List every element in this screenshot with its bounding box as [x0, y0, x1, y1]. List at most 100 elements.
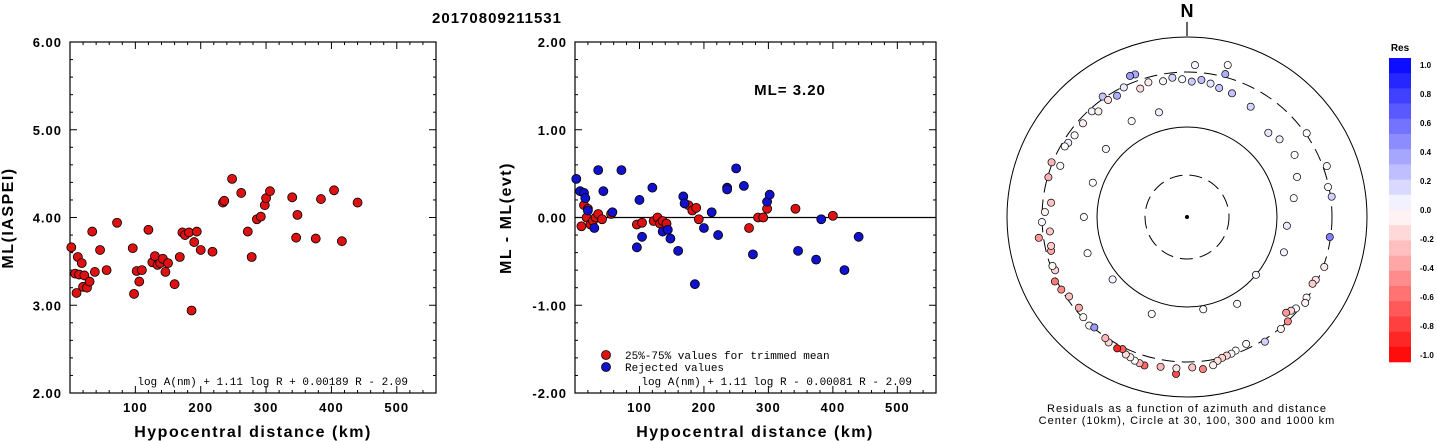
- data-point: [329, 185, 339, 196]
- trimmed-point: [790, 203, 801, 214]
- formula-annotation: log A(nm) + 1.11 log R - 0.00081 R - 2.0…: [641, 377, 912, 389]
- data-point: [255, 211, 266, 222]
- x-tick-label: 500: [885, 400, 910, 415]
- rejected-point: [699, 223, 709, 233]
- x-tick-label: 100: [627, 400, 652, 415]
- colorbar-band: [1389, 286, 1411, 302]
- station-point: [1322, 162, 1331, 171]
- colorbar: Res 1.0 0.8 0.6 0.4 0.2 0.0 -0.2 -0.4 -0.6 -0.8 -1…: [1389, 43, 1434, 363]
- station-point: [1228, 89, 1236, 98]
- trimmed-point: [744, 223, 754, 233]
- colorbar-title: Res: [1391, 43, 1410, 54]
- outer-circle: [1006, 36, 1368, 398]
- station-point: [1242, 339, 1251, 348]
- colorbar-ticks: 1.0 0.8 0.6 0.4 0.2 0.0 -0.2 -0.4 -0.6 -0.8 -1.0: [1420, 61, 1434, 360]
- station-point: [1260, 337, 1269, 346]
- axis-ticks: 100 200 300 400 500 2.00 3.00 4.00 5.00 6.00: [33, 35, 437, 415]
- station-point: [1070, 131, 1079, 140]
- data-point: [160, 267, 171, 277]
- rejected-point: [731, 163, 742, 174]
- data-point: [352, 197, 363, 208]
- station-point: [1188, 363, 1197, 372]
- station-point: [1302, 129, 1311, 138]
- data-points: [66, 173, 363, 316]
- colorbar-tick-label: -0.8: [1420, 322, 1434, 331]
- data-point: [227, 173, 237, 184]
- trimmed-point: [693, 214, 704, 225]
- colorbar-band: [1389, 179, 1411, 196]
- station-point: [1065, 292, 1074, 301]
- colorbar-band: [1389, 118, 1411, 135]
- data-point: [66, 242, 77, 253]
- y-tick-label: -2.00: [532, 386, 567, 401]
- station-point: [1079, 313, 1088, 322]
- y-tick-label: 1.00: [538, 123, 567, 138]
- y-axis-label: ML - ML(evt): [498, 162, 515, 274]
- data-point: [316, 194, 326, 204]
- station-point: [1047, 158, 1056, 167]
- x-tick-label: 200: [692, 400, 717, 415]
- station-point: [1251, 270, 1260, 279]
- trimmed-point: [637, 217, 647, 228]
- data-point: [207, 246, 218, 257]
- station-point: [1044, 173, 1053, 182]
- legend-label-trimmed: 25%-75% values for trimmed mean: [625, 351, 830, 363]
- data-point: [89, 267, 100, 277]
- data-point: [136, 265, 147, 276]
- data-point: [129, 288, 139, 299]
- y-tick-label: -1.00: [532, 298, 567, 313]
- rejected-point: [631, 242, 642, 253]
- data-point: [76, 258, 87, 269]
- data-point: [84, 276, 95, 287]
- azimuth-residual-panel: N Residuals as a function of azimuth and…: [1006, 1, 1434, 427]
- data-point: [134, 276, 145, 287]
- station-point: [1088, 178, 1097, 187]
- rejected-point: [853, 231, 864, 242]
- axis-ticks: 100 200 300 400 500 -2.00 -1.00 0.00 1.00 2.00: [532, 35, 937, 415]
- circle-300km: [1041, 71, 1333, 363]
- data-point: [287, 192, 298, 203]
- station-point: [1327, 192, 1336, 201]
- rejected-point: [816, 214, 827, 225]
- station-point: [1087, 107, 1096, 116]
- station-point: [1126, 72, 1134, 80]
- station-point: [1037, 218, 1046, 227]
- rejected-point: [673, 245, 684, 256]
- station-point: [1045, 227, 1054, 236]
- station-point: [1276, 324, 1285, 333]
- station-point: [1047, 241, 1056, 250]
- colorbar-band: [1389, 164, 1411, 180]
- colorbar-band: [1389, 255, 1411, 272]
- rejected-point: [580, 193, 591, 204]
- station-point: [1215, 84, 1224, 92]
- data-point: [127, 243, 138, 254]
- station-point: [1197, 75, 1206, 84]
- station-point: [1221, 70, 1230, 79]
- rejected-point: [811, 254, 821, 265]
- data-point: [310, 233, 321, 244]
- rejected-point: [839, 265, 850, 276]
- data-point: [169, 279, 180, 290]
- station-point: [1074, 303, 1083, 312]
- rejected-point: [665, 233, 676, 244]
- y-tick-label: 2.00: [33, 386, 62, 401]
- station-point: [1144, 78, 1153, 87]
- station-point: [1223, 61, 1232, 69]
- north-label: N: [1181, 1, 1194, 21]
- station-point: [1159, 77, 1168, 86]
- station-point: [1040, 208, 1049, 216]
- rejected-point: [589, 223, 600, 233]
- y-tick-label: 5.00: [33, 123, 62, 138]
- colorbar-tick-label: -0.4: [1420, 264, 1434, 273]
- legend-marker-trimmed: [601, 350, 611, 360]
- data-point: [163, 258, 173, 269]
- station-point: [1050, 277, 1059, 286]
- colorbar-band: [1389, 73, 1411, 89]
- rejected-point: [748, 249, 758, 260]
- x-tick-label: 300: [756, 400, 781, 415]
- colorbar-band: [1389, 240, 1411, 256]
- colorbar-band: [1389, 301, 1411, 317]
- trimmed-point: [691, 202, 702, 213]
- colorbar-band: [1389, 134, 1411, 150]
